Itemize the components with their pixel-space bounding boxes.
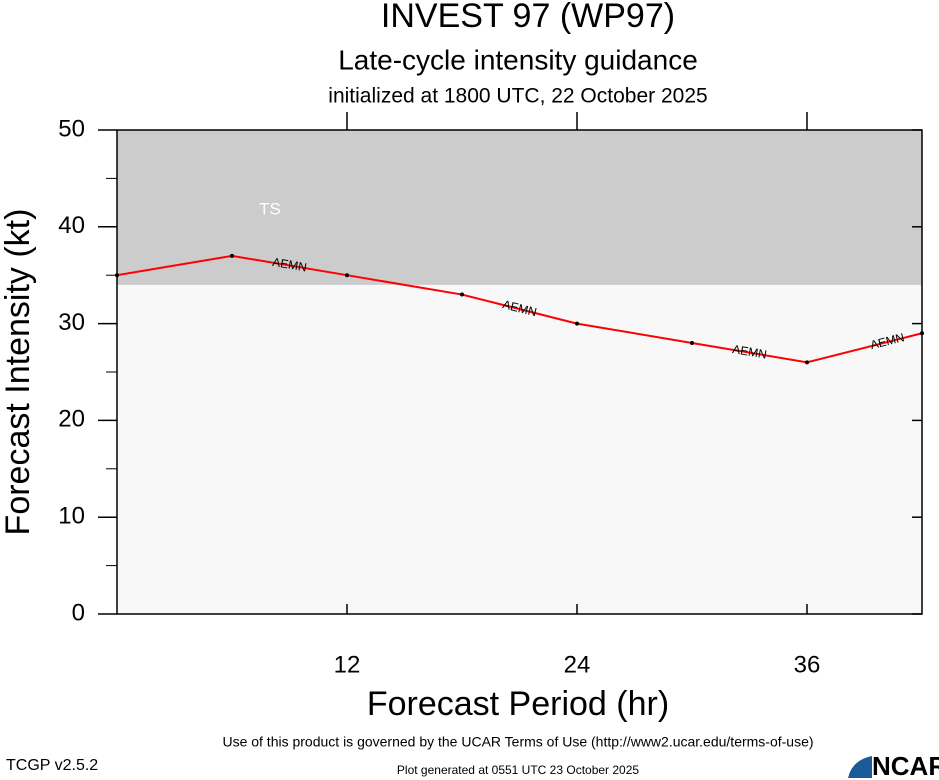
data-point [575,321,579,326]
version-text: TCGP v2.5.2 [6,757,98,774]
chart-title: INVEST 97 (WP97) [381,0,675,35]
y-tick-label: 0 [72,599,85,626]
data-point [690,340,694,345]
data-point [805,360,809,365]
intensity-band [117,130,922,285]
logo-text: NCAR [872,751,939,780]
x-tick-label: 12 [334,651,361,678]
ncar-logo: NCAR [848,751,939,780]
y-tick-label: 20 [58,406,85,433]
x-tick-label: 36 [794,651,821,678]
data-point [920,331,924,336]
terms-text: Use of this product is governed by the U… [222,734,813,750]
band-label: TS [259,199,281,218]
chart-subtitle: Late-cycle intensity guidance [338,44,698,75]
chart-note: initialized at 1800 UTC, 22 October 2025 [328,85,707,108]
data-point [230,253,234,258]
y-axis-label: Forecast Intensity (kt) [0,209,37,536]
y-tick-label: 30 [58,309,85,336]
series-line [116,254,923,364]
data-point [115,273,119,278]
logo-icon [848,756,872,778]
generated-text: Plot generated at 0551 UTC 23 October 20… [397,763,639,777]
x-tick-label: 24 [564,651,591,678]
y-tick-label: 50 [58,115,85,142]
series-label: AEMN [731,342,768,362]
series-label: AEMN [271,255,308,275]
x-axis-label: Forecast Period (hr) [367,685,669,723]
data-point [460,292,464,297]
y-tick-label: 10 [58,503,85,530]
data-point [345,273,349,278]
y-tick-label: 40 [58,212,85,239]
